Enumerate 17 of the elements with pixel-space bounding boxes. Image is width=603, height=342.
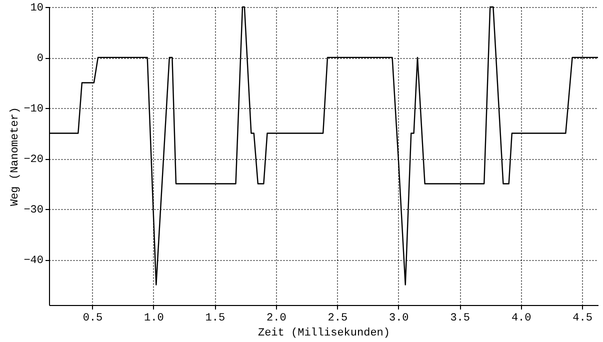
x-tick-label: 3.5 — [450, 312, 470, 324]
x-tick-label: 4.0 — [511, 312, 532, 324]
x-tick-label: 4.5 — [572, 312, 592, 324]
y-tick-label: 10 — [30, 2, 44, 14]
y-tick-label: −20 — [24, 154, 44, 166]
y-tick-label: −30 — [24, 204, 44, 217]
y-tick-label: −10 — [24, 104, 44, 116]
x-tick-label: 2.0 — [266, 312, 286, 324]
y-tick-label: 0 — [36, 53, 44, 66]
x-tick-label: 3.0 — [388, 312, 409, 324]
x-tick-label: 1.5 — [205, 312, 226, 324]
x-tick-label: 0.5 — [82, 312, 103, 324]
x-tick-label: 2.5 — [328, 312, 348, 324]
x-tick-label: 1.0 — [144, 312, 164, 324]
x-axis-title: Zeit (Millisekunden) — [258, 328, 390, 340]
y-tick-label: −40 — [24, 255, 44, 268]
y-axis-title: Weg (Nanometer) — [10, 106, 22, 206]
